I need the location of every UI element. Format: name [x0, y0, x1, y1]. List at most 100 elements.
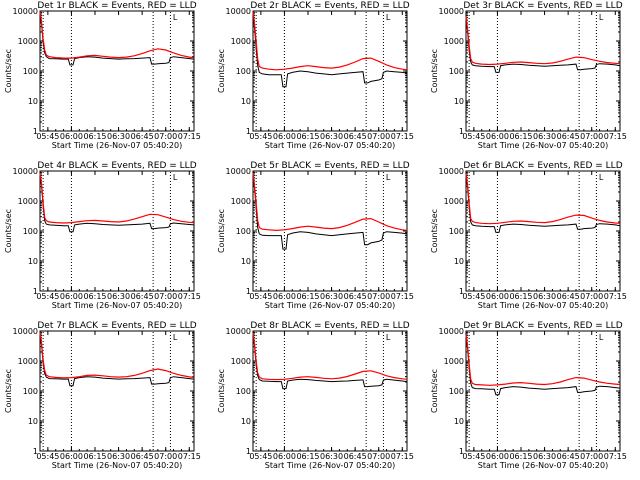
x-tick-label: 06:00	[273, 132, 296, 141]
x-tick-label: 07:15	[604, 452, 627, 461]
x-tick-label: 07:15	[178, 132, 201, 141]
plot-frame	[39, 10, 195, 132]
detector-panel: Det 7r BLACK = Events, RED = LLD 1 10 100 10…	[4, 321, 201, 470]
x-tick-label: 07:00	[580, 452, 603, 461]
x-tick-label: 07:00	[367, 452, 390, 461]
x-tick-label: 06:45	[344, 132, 367, 141]
x-tick-label: 07:15	[391, 452, 414, 461]
x-tick-label: 06:00	[60, 292, 83, 301]
x-tick-label: 06:00	[60, 452, 83, 461]
x-tick-label: 06:30	[320, 452, 343, 461]
panel-title: Det 8r BLACK = Events, RED = LLD	[250, 321, 409, 331]
x-tick-label: 07:15	[391, 292, 414, 301]
x-tick-label: 07:15	[604, 292, 627, 301]
plot-frame	[465, 330, 621, 452]
plot-frame	[252, 10, 408, 132]
y-tick-label: 100	[236, 67, 251, 76]
x-tick-label: 06:15	[509, 452, 532, 461]
x-tick-label: 07:00	[367, 132, 390, 141]
y-tick-label: 10000	[439, 7, 464, 16]
y-tick-label: 10	[28, 257, 38, 266]
x-tick-label: 06:30	[107, 452, 130, 461]
x-tick-label: 06:15	[509, 292, 532, 301]
plot-frame	[39, 330, 195, 452]
y-tick-label: 100	[236, 227, 251, 236]
y-axis-label: Counts/sec	[4, 369, 13, 413]
lld-series-line	[465, 16, 621, 66]
y-tick-label: 10	[454, 257, 464, 266]
x-tick-label: 05:45	[249, 132, 272, 141]
x-tick-label: 06:15	[296, 292, 319, 301]
x-tick-label: 06:15	[83, 292, 106, 301]
x-tick-label: 06:45	[131, 132, 154, 141]
plot-frame	[465, 10, 621, 132]
x-tick-label: 07:00	[154, 292, 177, 301]
x-tick-label: 07:00	[580, 292, 603, 301]
time-marker-label: L	[386, 173, 391, 182]
y-tick-label: 1	[459, 447, 464, 456]
detector-panel: Det 4r BLACK = Events, RED = LLD 1 10 100 10…	[4, 161, 201, 310]
y-tick-label: 100	[23, 67, 38, 76]
y-tick-label: 10	[241, 97, 251, 106]
y-tick-label: 1000	[18, 37, 38, 46]
x-tick-label: 05:45	[249, 452, 272, 461]
plot-frame	[252, 330, 408, 452]
y-tick-label: 1	[246, 127, 251, 136]
x-tick-label: 07:15	[391, 132, 414, 141]
lld-series-line	[465, 334, 621, 386]
panel-title: Det 6r BLACK = Events, RED = LLD	[463, 161, 622, 171]
x-tick-label: 06:45	[344, 292, 367, 301]
events-series-line	[252, 12, 408, 88]
y-tick-label: 1000	[444, 197, 464, 206]
y-tick-label: 1000	[231, 197, 251, 206]
y-tick-label: 10000	[226, 327, 251, 336]
plot-frame	[252, 170, 408, 292]
y-tick-label: 100	[23, 387, 38, 396]
x-tick-label: 07:00	[154, 132, 177, 141]
y-tick-label: 1	[246, 287, 251, 296]
time-marker-label: L	[173, 13, 178, 22]
x-axis-label: Start Time (26-Nov-07 05:40:20)	[478, 141, 608, 150]
lld-series-line	[465, 173, 621, 225]
detector-panel: Det 2r BLACK = Events, RED = LLD 1 10 100 10…	[217, 1, 414, 150]
x-tick-label: 06:15	[83, 132, 106, 141]
panel-title: Det 4r BLACK = Events, RED = LLD	[37, 161, 196, 171]
time-marker-label: L	[599, 13, 604, 22]
y-tick-label: 1000	[18, 357, 38, 366]
x-tick-label: 06:30	[107, 132, 130, 141]
x-tick-label: 05:45	[462, 292, 485, 301]
plot-frame	[465, 170, 621, 292]
x-tick-label: 05:45	[462, 452, 485, 461]
events-series-line	[252, 173, 408, 250]
x-axis-label: Start Time (26-Nov-07 05:40:20)	[478, 461, 608, 470]
x-axis-label: Start Time (26-Nov-07 05:40:20)	[52, 141, 182, 150]
x-tick-label: 05:45	[36, 132, 59, 141]
y-tick-label: 1	[459, 287, 464, 296]
time-marker-label: L	[173, 333, 178, 342]
y-tick-label: 1	[33, 447, 38, 456]
time-marker-label: L	[386, 333, 391, 342]
y-tick-label: 1	[33, 127, 38, 136]
panel-title: Det 5r BLACK = Events, RED = LLD	[250, 161, 409, 171]
y-tick-label: 10000	[13, 167, 38, 176]
y-tick-label: 10	[241, 257, 251, 266]
x-tick-label: 07:15	[178, 292, 201, 301]
x-tick-label: 05:45	[36, 292, 59, 301]
x-tick-label: 06:00	[486, 452, 509, 461]
x-tick-label: 06:30	[107, 292, 130, 301]
x-tick-label: 06:15	[296, 452, 319, 461]
x-tick-label: 06:30	[533, 452, 556, 461]
y-tick-label: 1	[459, 127, 464, 136]
panel-title: Det 9r BLACK = Events, RED = LLD	[463, 321, 622, 331]
x-tick-label: 06:15	[509, 132, 532, 141]
lld-series-line	[39, 11, 195, 59]
x-tick-label: 06:45	[557, 292, 580, 301]
detector-panel: Det 1r BLACK = Events, RED = LLD 1 10 100 10…	[4, 1, 201, 150]
lld-series-line	[252, 173, 408, 232]
y-tick-label: 10	[241, 417, 251, 426]
y-axis-label: Counts/sec	[430, 369, 439, 413]
x-tick-label: 05:45	[36, 452, 59, 461]
y-tick-label: 10000	[439, 327, 464, 336]
y-tick-label: 10	[454, 417, 464, 426]
